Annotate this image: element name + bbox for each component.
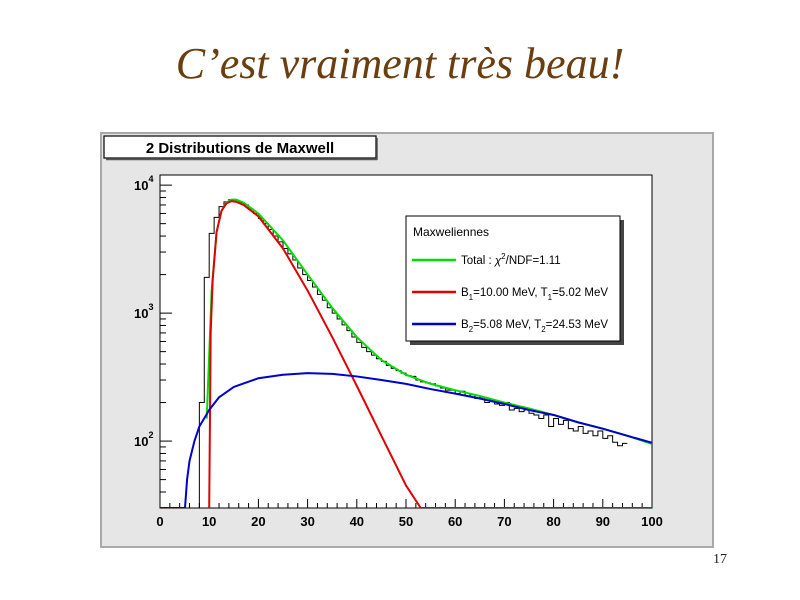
x-tick-label: 40	[350, 514, 364, 529]
x-tick-label: 90	[596, 514, 610, 529]
series-b1	[208, 200, 652, 508]
legend-title: Maxweliennes	[413, 225, 489, 239]
x-tick-label: 70	[497, 514, 511, 529]
legend-box	[405, 215, 621, 342]
x-tick-label: 0	[156, 514, 163, 529]
y-axis: 102 103 104	[134, 174, 172, 509]
y-tick-label: 104	[134, 174, 153, 193]
x-tick-label: 100	[641, 514, 663, 529]
y-tick-label: 102	[134, 430, 153, 449]
y-tick-label: 103	[134, 302, 153, 321]
x-tick-label: 20	[251, 514, 265, 529]
title-box	[103, 135, 377, 159]
legend-label-total: Total : χ2/NDF=1.11	[461, 252, 561, 267]
series-layer	[160, 198, 652, 508]
legend: Maxweliennes Total : χ2/NDF=1.11 B1=10.00…	[405, 215, 624, 345]
legend-label-b2: B2=5.08 MeV, T2=24.53 MeV	[461, 319, 608, 334]
page-number: 17	[713, 552, 727, 567]
series-b2	[160, 372, 652, 508]
x-tick-label: 30	[300, 514, 314, 529]
x-tick-label: 50	[399, 514, 413, 529]
chart-title: 2 Distributions de Maxwell	[146, 140, 334, 157]
x-tick-label: 10	[202, 514, 216, 529]
legend-entries: Total : χ2/NDF=1.11 B1=10.00 MeV, T1=5.02…	[412, 252, 608, 334]
x-tick-label: 80	[546, 514, 560, 529]
slide-title: C’est vraiment très beau!	[175, 39, 625, 88]
legend-label-b1: B1=10.00 MeV, T1=5.02 MeV	[461, 287, 608, 302]
x-tick-label: 60	[448, 514, 462, 529]
